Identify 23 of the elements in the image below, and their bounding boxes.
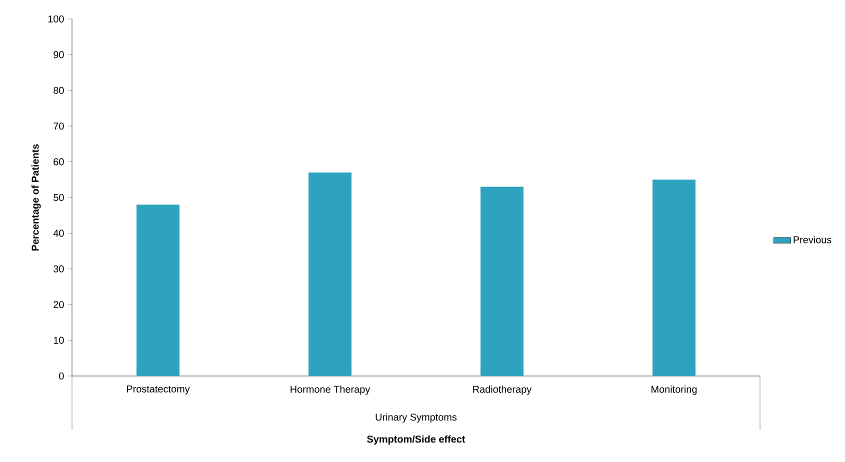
y-tick-label: 60 xyxy=(54,158,64,166)
y-tick-label: 10 xyxy=(54,336,64,344)
y-tick-label: 30 xyxy=(54,265,64,272)
text: Urinary Symptoms xyxy=(376,413,457,423)
y-tick-label: 50 xyxy=(54,194,64,202)
y-tick-label: 80 xyxy=(54,86,64,94)
x-tick-label: Prostatectomy xyxy=(126,386,190,394)
y-tick-label: 100 xyxy=(48,15,64,23)
bar xyxy=(136,204,180,376)
bar xyxy=(652,180,696,376)
bar xyxy=(480,186,524,376)
x-tick-label: Hormone Therapy xyxy=(290,386,370,395)
y-tick-label: 90 xyxy=(54,51,64,58)
x-tick-label: Monitoring xyxy=(652,386,697,395)
x-axis-title: Symptom/Side effect xyxy=(367,435,466,445)
y-tick-label: 70 xyxy=(54,122,64,130)
y-axis-title: Percentage of Patients xyxy=(31,144,41,251)
legend-label: Previous xyxy=(794,236,832,244)
y-tick-label: 0 xyxy=(59,372,64,380)
x-tick-label: Radiotherapy xyxy=(473,386,532,395)
bar xyxy=(308,172,352,376)
y-tick-label: 40 xyxy=(53,230,64,237)
y-tick-label: 20 xyxy=(54,301,64,308)
